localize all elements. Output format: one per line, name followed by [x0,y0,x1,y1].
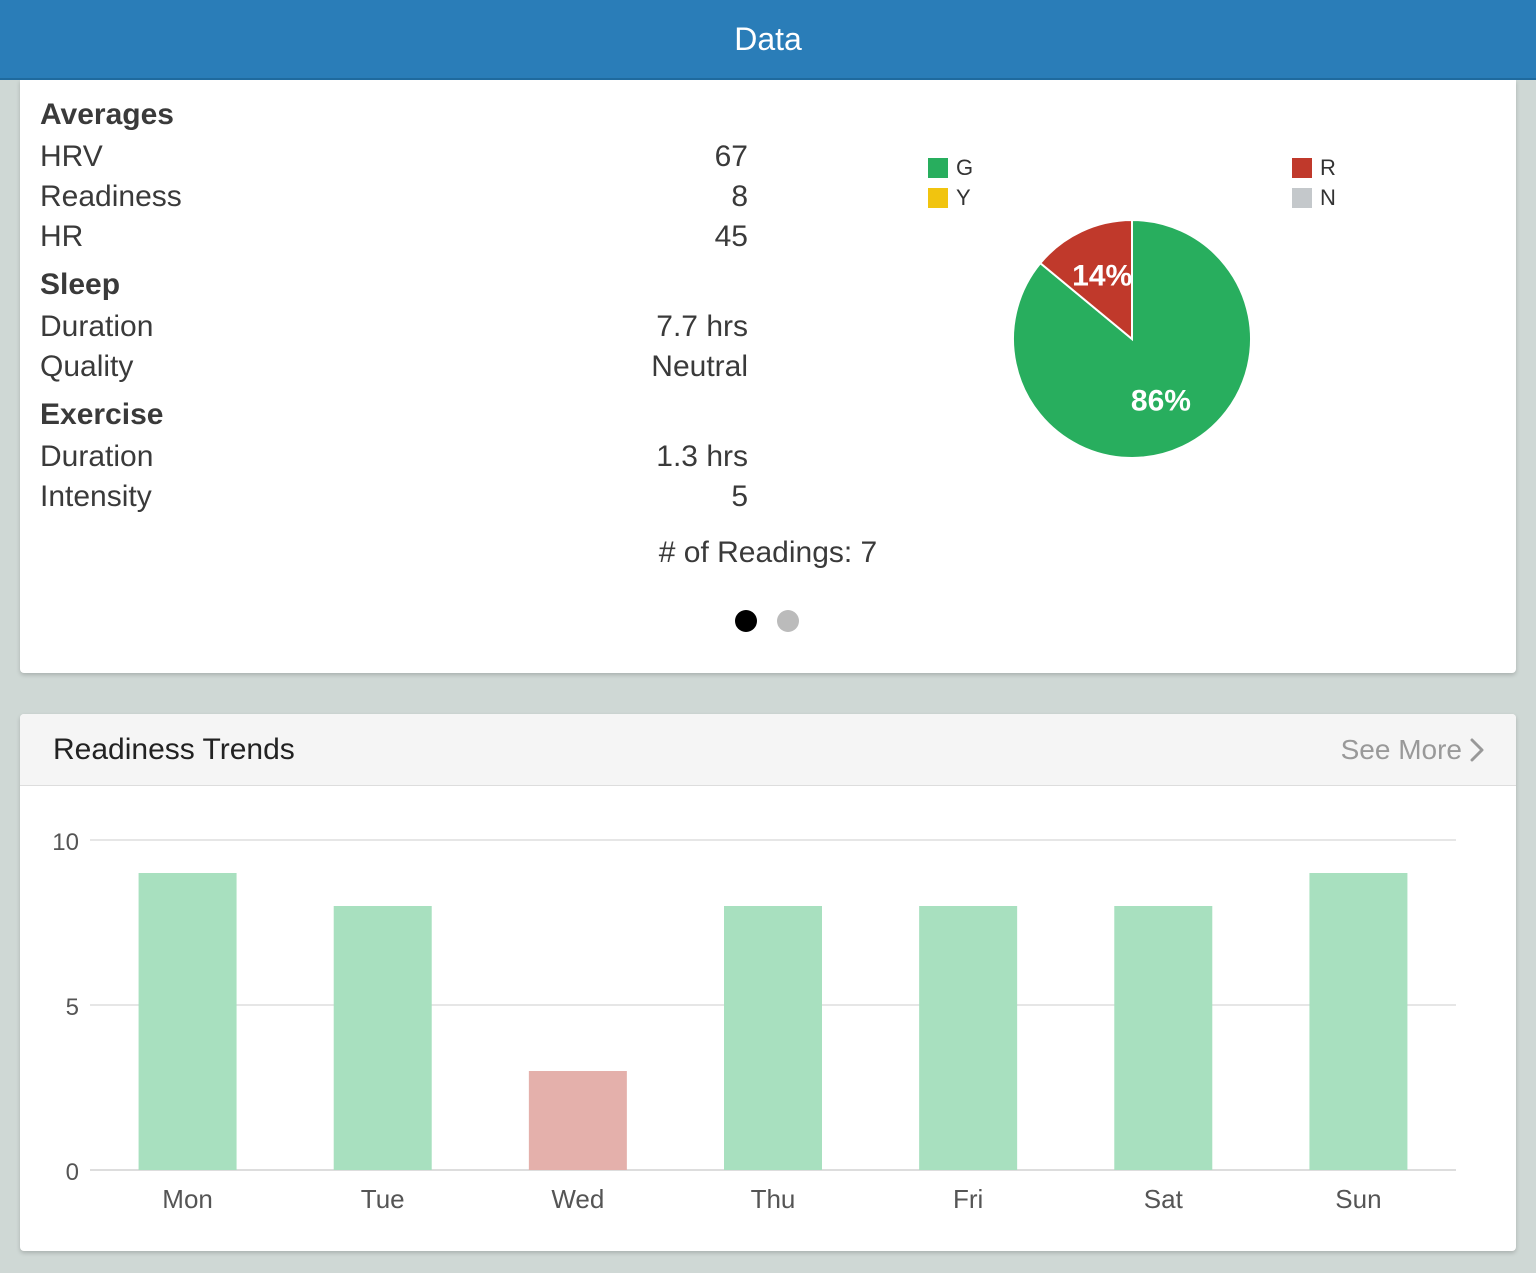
pie-label-g: 86% [1131,385,1191,418]
x-tick-label: Mon [162,1184,213,1214]
page-dot-1[interactable] [735,610,757,632]
hrv-label: HRV [40,140,103,173]
see-more-label: See More [1340,733,1462,765]
page-indicator[interactable] [735,610,799,632]
sleep-duration-label: Duration [40,310,154,343]
readiness-label: Readiness [40,180,182,213]
trends-title: Readiness Trends [53,732,295,766]
legend-label-g: G [956,155,974,180]
bar-sun [1309,873,1408,1170]
exercise-duration-label: Duration [40,440,154,473]
x-tick-label: Tue [361,1184,405,1214]
page-title: Data [734,20,802,57]
bar-wed [528,1071,627,1170]
bar-fri [919,906,1018,1170]
legend-swatch-y [928,188,948,208]
summary-card[interactable]: Averages HRV 67 Readiness 8 HR 45 Sleep … [20,80,1516,673]
exercise-intensity-row: Intensity 5 [40,477,748,517]
sleep-title: Sleep [40,268,121,301]
sleep-duration-value: 7.7 hrs [656,310,748,343]
x-tick-label: Fri [953,1184,983,1214]
legend-item-y: Y [928,183,973,213]
legend-swatch-g [928,158,948,178]
navbar: Data [0,0,1536,80]
y-tick-label: 0 [66,1159,79,1186]
pie-legend-right: R N [1292,153,1336,213]
stats-panel: Averages HRV 67 Readiness 8 HR 45 Sleep … [40,97,748,517]
x-tick-label: Sat [1144,1184,1184,1214]
hr-value: 45 [714,220,748,253]
x-tick-label: Wed [551,1184,604,1214]
y-tick-label: 10 [52,829,79,856]
readings-count: # of Readings: 7 [658,536,878,569]
legend-item-g: G [928,153,973,183]
sleep-quality-value: Neutral [651,350,748,383]
legend-label-n: N [1320,185,1336,210]
exercise-duration-row: Duration 1.3 hrs [40,437,748,477]
exercise-duration-value: 1.3 hrs [656,440,748,473]
bar-tue [333,906,432,1170]
legend-swatch-r [1292,158,1312,178]
trends-card: Readiness Trends See More 0 5 10 Mon Tue Wed T… [20,714,1516,1251]
pie-slice-r [1038,218,1133,342]
readiness-bar-chart: 0 5 10 Mon Tue Wed Thu Fri Sat Sun [52,829,1456,1214]
sleep-duration-row: Duration 7.7 hrs [40,307,748,347]
hr-row: HR 45 [40,217,748,257]
y-tick-label: 5 [66,994,79,1021]
see-more-link[interactable]: See More [1341,734,1484,766]
averages-title: Averages [40,98,174,131]
legend-label-r: R [1320,155,1336,180]
legend-label-y: Y [956,185,971,210]
hr-label: HR [40,220,84,253]
exercise-intensity-label: Intensity [40,480,152,513]
page-dot-2[interactable] [777,610,799,632]
readiness-value: 8 [731,180,748,213]
legend-swatch-n [1292,188,1312,208]
sleep-quality-row: Quality Neutral [40,347,748,387]
trends-header: Readiness Trends See More [20,714,1516,786]
bar-thu [724,906,822,1170]
exercise-title: Exercise [40,398,164,431]
x-tick-label: Thu [751,1184,796,1214]
readiness-row: Readiness 8 [40,177,748,217]
sleep-quality-label: Quality [40,350,134,383]
legend-item-r: R [1292,153,1336,183]
readiness-pie-chart: 86% 14% [1012,218,1252,459]
exercise-intensity-value: 5 [731,480,748,513]
chevron-right-icon [1470,738,1484,761]
hrv-value: 67 [714,140,748,173]
hrv-row: HRV 67 [40,137,748,177]
pie-legend-left: G Y [928,153,973,213]
bar-sat [1114,906,1213,1170]
x-tick-label: Sun [1335,1184,1381,1214]
bar-mon [138,873,237,1170]
legend-item-n: N [1292,183,1336,213]
pie-label-r: 14% [1072,260,1132,293]
